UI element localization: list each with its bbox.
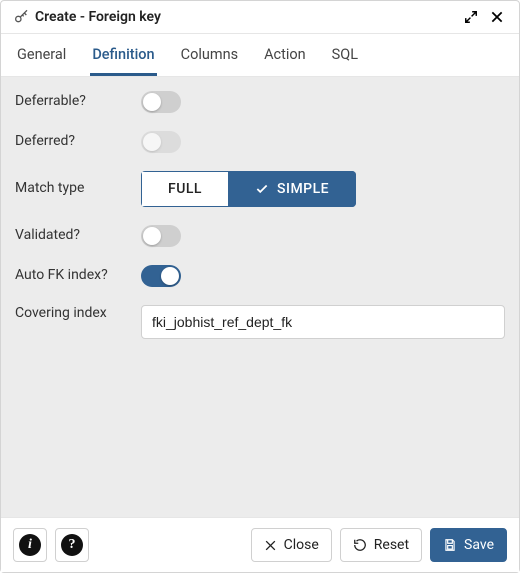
tab-definition[interactable]: Definition [90,34,156,76]
label-deferrable: Deferrable? [15,93,141,111]
toggle-deferrable[interactable] [141,91,181,113]
dialog-title: Create - Foreign key [35,9,461,25]
match-type-option-full[interactable]: FULL [141,171,229,207]
tab-action[interactable]: Action [262,34,308,76]
maximize-icon[interactable] [461,10,481,24]
toggle-validated[interactable] [141,225,181,247]
segmented-match-type: FULL SIMPLE [141,171,356,207]
check-icon [255,182,269,196]
label-match-type: Match type [15,180,141,198]
close-button[interactable]: Close [251,528,332,562]
match-type-option-simple[interactable]: SIMPLE [229,171,356,207]
dialog: Create - Foreign key General Definition … [0,0,520,573]
tab-columns[interactable]: Columns [179,34,240,76]
reset-icon [353,538,367,552]
reset-button[interactable]: Reset [340,528,422,562]
toggle-deferred [141,131,181,153]
reset-button-label: Reset [374,537,409,553]
help-icon: ? [61,534,83,556]
label-auto-fk-index: Auto FK index? [15,267,141,285]
footer: i ? Close Reset Save [1,517,519,572]
close-icon[interactable] [487,10,507,24]
label-deferred: Deferred? [15,133,141,151]
info-icon: i [19,534,41,556]
label-validated: Validated? [15,227,141,245]
save-button-label: Save [464,537,494,553]
row-covering-index: Covering index [15,305,505,339]
tab-general[interactable]: General [15,34,68,76]
label-covering-index: Covering index [15,305,141,323]
match-type-full-label: FULL [168,181,202,197]
input-covering-index[interactable] [141,305,505,339]
row-auto-fk-index: Auto FK index? [15,265,505,287]
row-deferred: Deferred? [15,131,505,153]
form-body: Deferrable? Deferred? Match type FULL [1,77,519,517]
save-button[interactable]: Save [430,528,507,562]
help-button[interactable]: ? [55,528,89,562]
tab-sql[interactable]: SQL [330,34,360,76]
row-validated: Validated? [15,225,505,247]
toggle-auto-fk-index[interactable] [141,265,181,287]
titlebar: Create - Foreign key [1,1,519,34]
close-button-label: Close [284,537,319,553]
key-icon [13,9,29,25]
tabs: General Definition Columns Action SQL [1,34,519,77]
save-icon [443,538,457,552]
match-type-simple-label: SIMPLE [277,181,329,197]
info-button[interactable]: i [13,528,47,562]
row-deferrable: Deferrable? [15,91,505,113]
row-match-type: Match type FULL SIMPLE [15,171,505,207]
x-icon [264,539,277,552]
